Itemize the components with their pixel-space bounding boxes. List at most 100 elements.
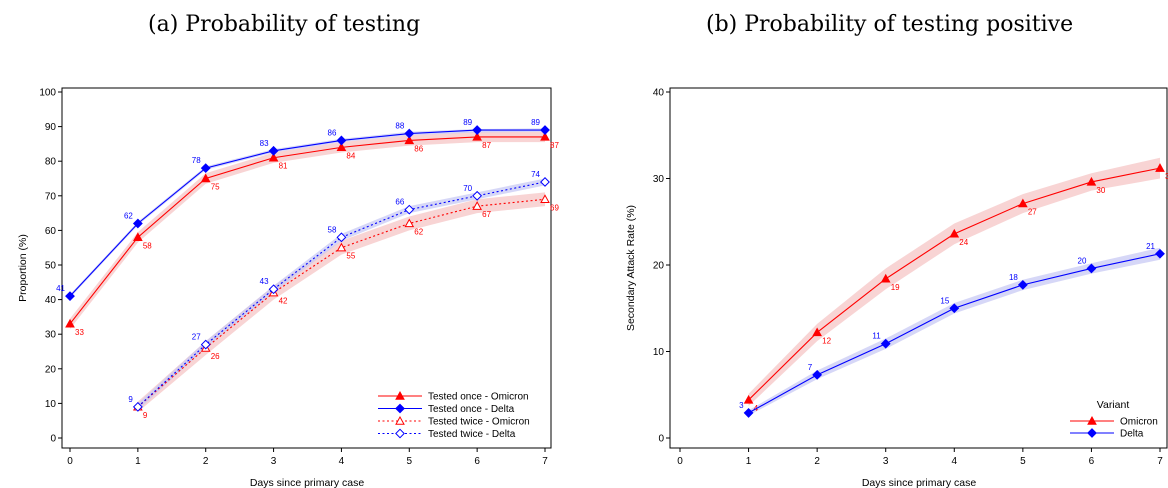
x-tick-label: 3 bbox=[271, 456, 277, 467]
legend-marker bbox=[395, 415, 405, 425]
data-point bbox=[200, 173, 211, 183]
legend-title: Variant bbox=[1097, 399, 1130, 411]
y-tick-label: 40 bbox=[653, 88, 665, 99]
data-point bbox=[133, 232, 143, 242]
legend-marker bbox=[395, 403, 405, 414]
y-axis-label: Secondary Attack Rate (%) bbox=[625, 205, 637, 331]
data-point bbox=[65, 318, 75, 328]
y-tick-label: 0 bbox=[50, 434, 56, 445]
y-tick-label: 40 bbox=[45, 295, 57, 306]
plot-frame-a bbox=[61, 87, 552, 449]
data-point bbox=[1155, 163, 1165, 172]
x-tick-label: 4 bbox=[339, 456, 345, 467]
x-axis-label: Days since primary case bbox=[862, 477, 977, 488]
y-tick-label: 10 bbox=[653, 347, 665, 358]
ci-band bbox=[748, 157, 1160, 406]
ci-band bbox=[748, 247, 1160, 416]
y-tick-label: 80 bbox=[45, 157, 57, 168]
data-label: 84 bbox=[346, 151, 355, 160]
data-label: 78 bbox=[192, 156, 201, 165]
data-point bbox=[404, 135, 415, 145]
y-tick-label: 30 bbox=[45, 330, 57, 341]
x-tick-label: 2 bbox=[814, 456, 820, 467]
data-label: 27 bbox=[192, 333, 201, 342]
data-label: 21 bbox=[1146, 242, 1155, 251]
data-point bbox=[65, 291, 75, 302]
series-line bbox=[69, 129, 545, 297]
data-label: 62 bbox=[414, 227, 423, 236]
legend-item: Tested twice - Delta bbox=[428, 429, 516, 440]
data-label: 43 bbox=[260, 277, 269, 286]
data-label: 11 bbox=[872, 332, 881, 341]
legend-marker bbox=[395, 428, 405, 439]
y-tick-label: 100 bbox=[39, 88, 56, 99]
data-point bbox=[336, 242, 347, 252]
data-point bbox=[472, 201, 482, 210]
data-label: 30 bbox=[1096, 186, 1105, 195]
y-axis-label: Proportion (%) bbox=[17, 234, 29, 302]
data-label: 89 bbox=[463, 118, 472, 127]
data-label: 41 bbox=[56, 284, 65, 293]
data-point bbox=[1018, 198, 1028, 208]
data-label: 89 bbox=[531, 118, 540, 127]
data-point bbox=[540, 125, 550, 135]
legend-item: Tested twice - Omicron bbox=[428, 417, 530, 428]
data-label: 19 bbox=[891, 283, 900, 292]
data-point bbox=[268, 145, 279, 156]
data-point bbox=[880, 273, 891, 283]
panel-b-title: (b) Probability of testing positive bbox=[706, 12, 1074, 37]
data-label: 18 bbox=[1009, 273, 1018, 282]
x-tick-label: 5 bbox=[1020, 456, 1026, 467]
data-point bbox=[743, 394, 754, 404]
series-line bbox=[69, 136, 545, 325]
data-label: 15 bbox=[940, 296, 949, 305]
data-label: 7 bbox=[808, 363, 813, 372]
data-point bbox=[472, 131, 482, 141]
data-point bbox=[1086, 263, 1097, 274]
y-tick-label: 30 bbox=[653, 174, 665, 185]
data-label: 66 bbox=[395, 198, 404, 207]
data-label: 33 bbox=[75, 328, 84, 337]
data-label: 9 bbox=[143, 411, 148, 420]
legend-item: Delta bbox=[1120, 429, 1144, 440]
data-point bbox=[540, 194, 550, 203]
panel-a-title: (a) Probability of testing bbox=[148, 12, 421, 37]
data-label: 86 bbox=[328, 128, 337, 137]
data-point bbox=[1086, 176, 1097, 186]
y-tick-label: 20 bbox=[653, 261, 665, 272]
x-tick-label: 1 bbox=[135, 456, 141, 467]
plot-frame-b bbox=[669, 87, 1168, 449]
data-label: 83 bbox=[260, 139, 269, 148]
data-label: 58 bbox=[328, 225, 337, 234]
data-label: 26 bbox=[211, 352, 220, 361]
data-point bbox=[200, 163, 211, 174]
data-label: 81 bbox=[279, 162, 288, 171]
x-tick-label: 6 bbox=[1089, 456, 1095, 467]
data-point bbox=[336, 232, 347, 243]
data-point bbox=[743, 408, 754, 418]
legend-item: Tested once - Delta bbox=[428, 404, 515, 415]
x-tick-label: 2 bbox=[203, 456, 209, 467]
data-label: 3 bbox=[739, 401, 744, 410]
data-point bbox=[540, 131, 550, 141]
data-point bbox=[404, 204, 415, 215]
x-tick-label: 3 bbox=[883, 456, 889, 467]
data-point bbox=[268, 284, 279, 295]
y-tick-label: 0 bbox=[658, 434, 664, 445]
data-point bbox=[472, 190, 483, 201]
data-label: 9 bbox=[128, 395, 133, 404]
data-point bbox=[540, 177, 550, 187]
data-label: 75 bbox=[211, 183, 220, 192]
data-point bbox=[812, 327, 822, 337]
data-point bbox=[1017, 279, 1028, 290]
data-label: 20 bbox=[1078, 256, 1087, 265]
x-tick-label: 7 bbox=[542, 456, 548, 467]
x-tick-label: 1 bbox=[746, 456, 752, 467]
data-label: 86 bbox=[414, 144, 423, 153]
data-label: 87 bbox=[550, 141, 559, 150]
y-tick-label: 90 bbox=[45, 122, 57, 133]
x-tick-label: 0 bbox=[677, 456, 683, 467]
legend-item: Tested once - Omicron bbox=[428, 392, 529, 403]
x-tick-label: 4 bbox=[952, 456, 958, 467]
